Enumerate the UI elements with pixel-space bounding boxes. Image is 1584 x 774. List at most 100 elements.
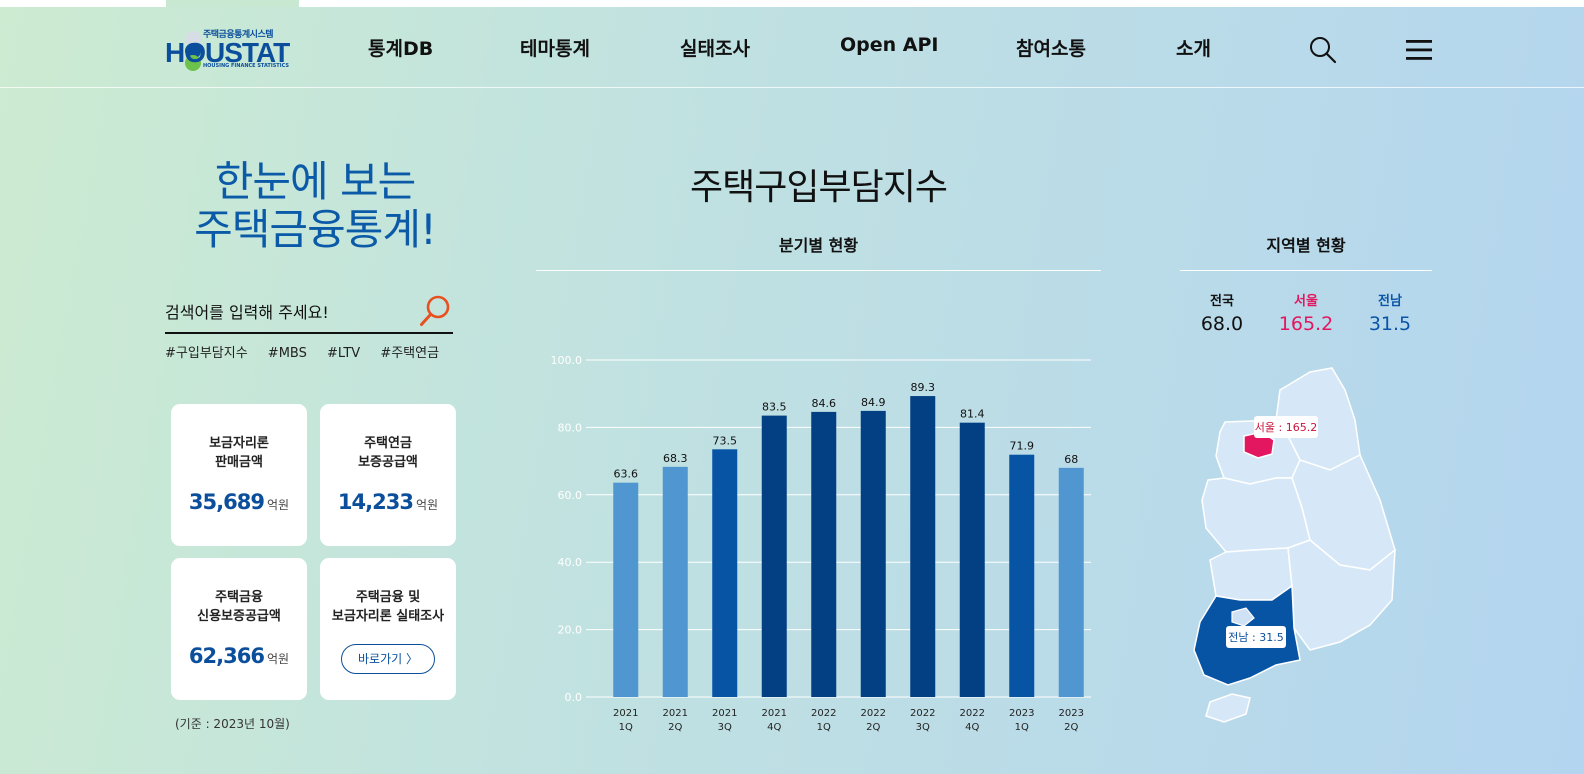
nav-item-community[interactable]: 참여소통 [1016, 38, 1086, 60]
y-tick-label: 0.0 [565, 691, 583, 704]
logo-sub-text: HOUSING FINANCE STATISTICS [203, 63, 289, 69]
map-label-jeonnam-text: 전남 : 31.5 [1228, 631, 1283, 644]
card-title-line-2: 보금자리론 실태조사 [331, 609, 445, 624]
houstat-logo[interactable]: 주택금융통계시스템 HOUSTAT HOUSING FINANCE STATIS… [165, 27, 290, 73]
card-value: 62,366 억원 [171, 644, 307, 668]
quarterly-bar-chart: 0.0 20.0 40.0 60.0 80.0 100.0 63.6 2021 1Q 68.3 20… [551, 354, 1091, 733]
bar-value-label: 63.6 [614, 468, 639, 481]
tag-mbs[interactable]: #MBS [267, 346, 307, 361]
quarterly-divider [536, 270, 1101, 271]
tag-affordability[interactable]: #구입부담지수 [165, 346, 248, 361]
bar-value-label: 68 [1064, 453, 1078, 466]
x-tick-label: 2022 [910, 708, 935, 719]
card-title-line-2: 판매금액 [215, 455, 263, 470]
search-icon[interactable] [1308, 35, 1338, 65]
map-label-seoul: 서울 : 165.2 [1254, 416, 1318, 438]
nav-item-about[interactable]: 소개 [1176, 38, 1211, 60]
logo-main-text: HOUSTAT [165, 37, 290, 68]
region-seoul[interactable]: 서울 165.2 [1276, 290, 1336, 335]
logo-small-text: 주택금융통계시스템 [203, 30, 274, 40]
card-title-line-2: 신용보증공급액 [197, 609, 281, 624]
nav-item-theme-stats[interactable]: 테마통계 [520, 38, 590, 60]
nav-item-stats-db[interactable]: 통계DB [368, 38, 434, 60]
chart-bar[interactable] [1058, 467, 1084, 697]
search-submit-icon[interactable] [419, 294, 451, 328]
search-input[interactable] [165, 298, 405, 326]
x-tick-label: 2023 [1009, 708, 1034, 719]
chart-bar[interactable] [1009, 454, 1035, 697]
regional-heading: 지역별 현황 [1266, 236, 1346, 255]
card-title: 주택금융 신용보증공급액 [171, 588, 307, 626]
card-credit-guarantee[interactable]: 주택금융 신용보증공급액 62,366 억원 [171, 558, 307, 700]
card-title-line-2: 보증공급액 [358, 455, 418, 470]
bar-value-label: 84.6 [812, 397, 837, 410]
card-value: 35,689 억원 [171, 490, 307, 514]
card-value-number: 35,689 [188, 490, 265, 514]
chart-bar[interactable] [811, 411, 837, 697]
chart-bar[interactable] [613, 482, 639, 697]
map-region-chungbuk-chungnam[interactable] [1201, 477, 1311, 553]
chart-bar[interactable] [959, 422, 985, 697]
region-jeonnam[interactable]: 전남 31.5 [1360, 290, 1420, 335]
hamburger-menu-icon[interactable] [1406, 39, 1432, 61]
chart-bar[interactable] [662, 466, 688, 697]
y-tick-label: 60.0 [558, 489, 583, 502]
nav-item-open-api[interactable]: Open API [840, 34, 939, 56]
tag-pension[interactable]: #주택연금 [380, 346, 440, 361]
map-region-jeonbuk[interactable] [1209, 547, 1293, 601]
top-strip [0, 0, 1584, 7]
hero-line-2: 주택금융통계! [194, 205, 437, 254]
basis-date: (기준 : 2023년 10월) [175, 717, 290, 731]
region-national-name: 전국 [1210, 294, 1234, 309]
card-value-unit: 억원 [266, 498, 290, 512]
x-tick-label: 2021 [762, 708, 787, 719]
chart-bar[interactable] [860, 410, 886, 697]
tag-ltv[interactable]: #LTV [327, 346, 361, 361]
map-region-gwangju[interactable] [1231, 607, 1255, 627]
card-survey: 주택금융 및 보금자리론 실태조사 바로가기 〉 [320, 558, 456, 700]
chart-bar[interactable] [712, 449, 738, 697]
y-tick-label: 100.0 [551, 354, 583, 367]
card-title-line-1: 주택연금 [364, 436, 412, 451]
card-value: 14,233 억원 [320, 490, 456, 514]
region-jeonnam-value: 31.5 [1368, 313, 1412, 335]
site-header: 주택금융통계시스템 HOUSTAT HOUSING FINANCE STATIS… [0, 7, 1584, 88]
card-title-line-1: 보금자리론 [209, 436, 269, 451]
x-tick-label: 1Q [817, 722, 831, 733]
bar-value-label: 89.3 [911, 381, 936, 394]
y-tick-label: 80.0 [558, 421, 583, 434]
bar-value-label: 68.3 [663, 452, 688, 465]
x-tick-label: 2022 [861, 708, 886, 719]
bar-value-label: 73.5 [713, 434, 738, 447]
y-tick-label: 40.0 [558, 556, 583, 569]
card-value-unit: 억원 [415, 498, 439, 512]
nav-item-survey[interactable]: 실태조사 [680, 38, 750, 60]
x-tick-label: 4Q [767, 722, 781, 733]
chart-bar[interactable] [761, 415, 787, 697]
x-tick-label: 2021 [712, 708, 737, 719]
region-national[interactable]: 전국 68.0 [1192, 290, 1252, 335]
card-bogeumjari-sales[interactable]: 보금자리론 판매금액 35,689 억원 [171, 404, 307, 546]
go-button[interactable]: 바로가기 〉 [341, 644, 435, 674]
x-tick-label: 2021 [613, 708, 638, 719]
x-tick-label: 3Q [718, 722, 732, 733]
card-pension-guarantee[interactable]: 주택연금 보증공급액 14,233 억원 [320, 404, 456, 546]
card-title-line-1: 주택금융 및 [355, 590, 421, 605]
bar-value-label: 81.4 [960, 408, 985, 421]
card-title-line-1: 주택금융 [215, 590, 263, 605]
region-national-value: 68.0 [1200, 313, 1244, 335]
map-label-seoul-text: 서울 : 165.2 [1255, 421, 1317, 434]
card-title: 보금자리론 판매금액 [171, 434, 307, 472]
top-strip-tab[interactable] [166, 0, 299, 7]
x-tick-label: 2Q [1064, 722, 1078, 733]
chart-bar[interactable] [910, 396, 936, 697]
korea-region-map: 서울 : 165.2 전남 : 31.5 [1193, 367, 1396, 723]
map-region-jeju[interactable] [1205, 693, 1251, 723]
region-seoul-value: 165.2 [1278, 313, 1334, 335]
card-value-unit: 억원 [266, 652, 290, 666]
bar-value-label: 84.9 [861, 396, 886, 409]
card-value-number: 62,366 [188, 644, 265, 668]
bar-value-label: 83.5 [762, 401, 787, 414]
card-title: 주택연금 보증공급액 [320, 434, 456, 472]
logo-circles-icon [185, 31, 201, 71]
